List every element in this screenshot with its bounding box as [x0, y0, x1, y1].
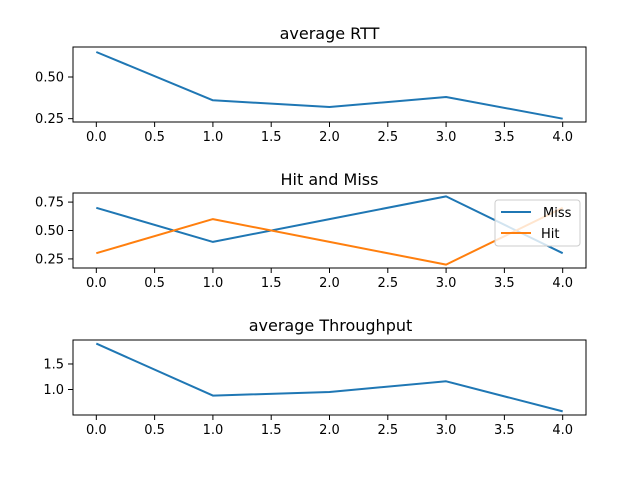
- x-tick-label: 0.0: [86, 276, 107, 291]
- x-tick-label: 3.0: [436, 423, 457, 438]
- series-line-hit: [96, 206, 564, 266]
- x-tick-label: 3.0: [436, 276, 457, 291]
- ticks-layer: 0.0 0.5 1.0 1.5 2.0 2.5 3.0 3.5 4.0 0.25 0.50: [35, 71, 573, 146]
- x-tick-label: 1.5: [261, 423, 282, 438]
- y-tick-label: 0.50: [35, 71, 64, 86]
- x-tick-label: 4.0: [552, 276, 573, 291]
- x-tick-label: 3.5: [494, 423, 515, 438]
- x-tick-label: 3.5: [494, 130, 515, 145]
- x-tick-label: 3.5: [494, 276, 515, 291]
- chart-title: average RTT: [280, 24, 380, 43]
- x-tick-label: 0.5: [144, 130, 165, 145]
- x-tick-label: 2.5: [377, 423, 398, 438]
- axes-background: [73, 340, 586, 415]
- x-tick-label: 4.0: [552, 130, 573, 145]
- axes-background: [73, 47, 586, 122]
- x-tick-label: 4.0: [552, 423, 573, 438]
- subplot-average-rtt: average RTT 0.0 0.5 1.0 1.5 2.0 2.5 3.0 3.5 4.00…: [35, 24, 587, 146]
- x-tick-label: 0.5: [144, 423, 165, 438]
- legend-label-miss: Miss: [543, 206, 572, 221]
- x-tick-label: 1.5: [261, 130, 282, 145]
- axes-frame: [72, 46, 587, 123]
- series-line-series-0: [95, 51, 563, 120]
- axes-frame: [72, 192, 587, 269]
- x-tick-label: 2.0: [319, 130, 340, 145]
- legend: Miss Hit: [494, 199, 581, 247]
- y-tick-label: 1.5: [43, 357, 64, 372]
- series-line-series-0: [95, 342, 563, 413]
- y-tick-label: 0.75: [35, 196, 64, 211]
- x-tick-label: 1.0: [203, 423, 224, 438]
- y-tick-label: 0.50: [35, 224, 64, 239]
- y-tick-label: 1.0: [43, 383, 64, 398]
- x-tick-label: 0.0: [86, 423, 107, 438]
- x-tick-label: 3.0: [436, 130, 457, 145]
- series-layer: [95, 51, 563, 120]
- x-tick-label: 2.0: [319, 423, 340, 438]
- x-tick-label: 1.0: [203, 130, 224, 145]
- y-tick-label: 0.25: [35, 252, 64, 267]
- x-tick-label: 1.0: [203, 276, 224, 291]
- subplot-average-throughput: average Throughput 0.0 0.5 1.0 1.5 2.0 2.5 3.0…: [43, 316, 587, 438]
- ticks-layer: 0.0 0.5 1.0 1.5 2.0 2.5 3.0 3.5 4.0 0.25 0.50 0.75: [35, 196, 573, 291]
- series-layer: [96, 195, 564, 266]
- x-tick-label: 2.5: [377, 276, 398, 291]
- legend-label-hit: Hit: [541, 227, 559, 242]
- x-tick-label: 2.0: [319, 276, 340, 291]
- chart-title: average Throughput: [249, 316, 413, 335]
- x-tick-label: 1.5: [261, 276, 282, 291]
- ticks-layer: 0.0 0.5 1.0 1.5 2.0 2.5 3.0 3.5 4.0 1.0 1.5: [43, 357, 573, 438]
- chart-title: Hit and Miss: [281, 170, 379, 189]
- subplot-hit-and-miss: Hit and Miss 0.0 0.5 1.0 1.5 2.0 2.5 3.0 3.5 4.0…: [35, 170, 587, 291]
- series-layer: [95, 342, 563, 413]
- y-tick-label: 0.25: [35, 112, 64, 127]
- x-tick-label: 0.5: [144, 276, 165, 291]
- axes-frame: [72, 339, 587, 416]
- x-tick-label: 2.5: [377, 130, 398, 145]
- x-tick-label: 0.0: [86, 130, 107, 145]
